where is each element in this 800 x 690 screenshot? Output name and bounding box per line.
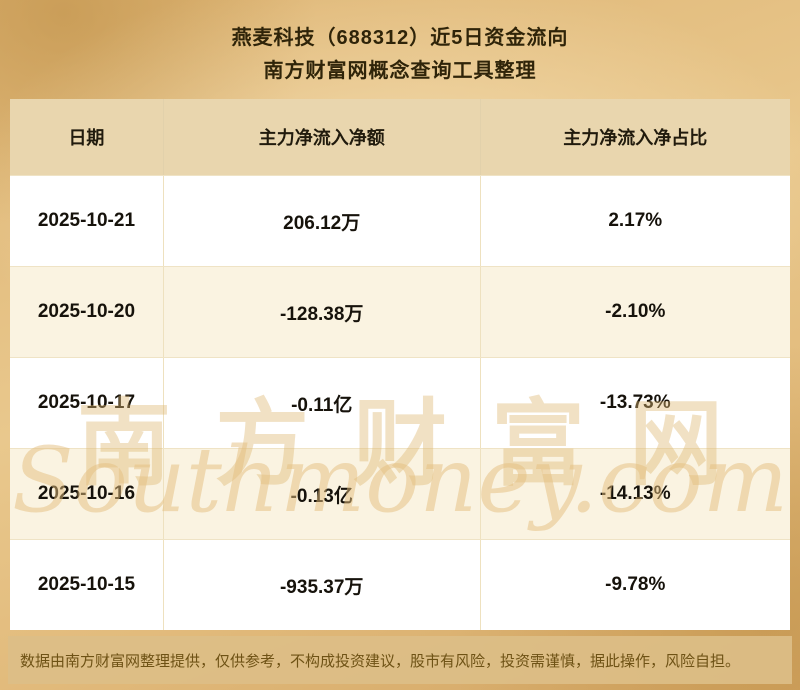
footer-disclaimer-text: 数据由南方财富网整理提供，仅供参考，不构成投资建议，股市有风险，投资需谨慎，据此… — [20, 652, 741, 670]
amount-cell: -935.37万 — [162, 540, 480, 630]
page-subtitle: 南方财富网概念查询工具整理 — [263, 60, 537, 82]
title-block: 燕麦科技（688312）近5日资金流向 南方财富网概念查询工具整理 — [0, 0, 800, 88]
ratio-cell: -9.78% — [479, 540, 790, 630]
page-title: 燕麦科技（688312）近5日资金流向 — [231, 27, 569, 49]
ratio-cell: -14.13% — [479, 449, 790, 539]
amount-cell: -0.13亿 — [162, 449, 480, 539]
ratio-cell: -2.10% — [479, 267, 790, 357]
fund-flow-table: 日期 主力净流入净额 主力净流入净占比 2025-10-21 206.12万 2… — [10, 99, 790, 630]
ratio-cell: -13.73% — [479, 358, 790, 448]
table-row: 2025-10-16 -0.13亿 -14.13% — [10, 448, 790, 539]
date-cell: 2025-10-17 — [37, 392, 136, 413]
table-row: 2025-10-15 -935.37万 -9.78% — [10, 539, 790, 630]
header-cell-net-inflow: 主力净流入净额 — [162, 99, 480, 175]
header-cell-net-inflow-ratio: 主力净流入净占比 — [479, 99, 790, 175]
date-cell: 2025-10-20 — [37, 301, 136, 322]
header-cell-date: 日期 — [68, 128, 105, 148]
table-row: 2025-10-17 -0.11亿 -13.73% — [10, 357, 790, 448]
table-row: 2025-10-20 -128.38万 -2.10% — [10, 266, 790, 357]
footer-disclaimer-bar: 数据由南方财富网整理提供，仅供参考，不构成投资建议，股市有风险，投资需谨慎，据此… — [8, 636, 792, 684]
date-cell: 2025-10-16 — [37, 483, 136, 504]
date-cell: 2025-10-15 — [37, 574, 136, 595]
amount-cell: -128.38万 — [162, 267, 480, 357]
ratio-cell: 2.17% — [479, 176, 790, 266]
table-header-row: 日期 主力净流入净额 主力净流入净占比 — [10, 99, 790, 175]
amount-cell: -0.11亿 — [162, 358, 480, 448]
amount-cell: 206.12万 — [162, 176, 480, 266]
date-cell: 2025-10-21 — [37, 210, 136, 231]
table-row: 2025-10-21 206.12万 2.17% — [10, 175, 790, 266]
